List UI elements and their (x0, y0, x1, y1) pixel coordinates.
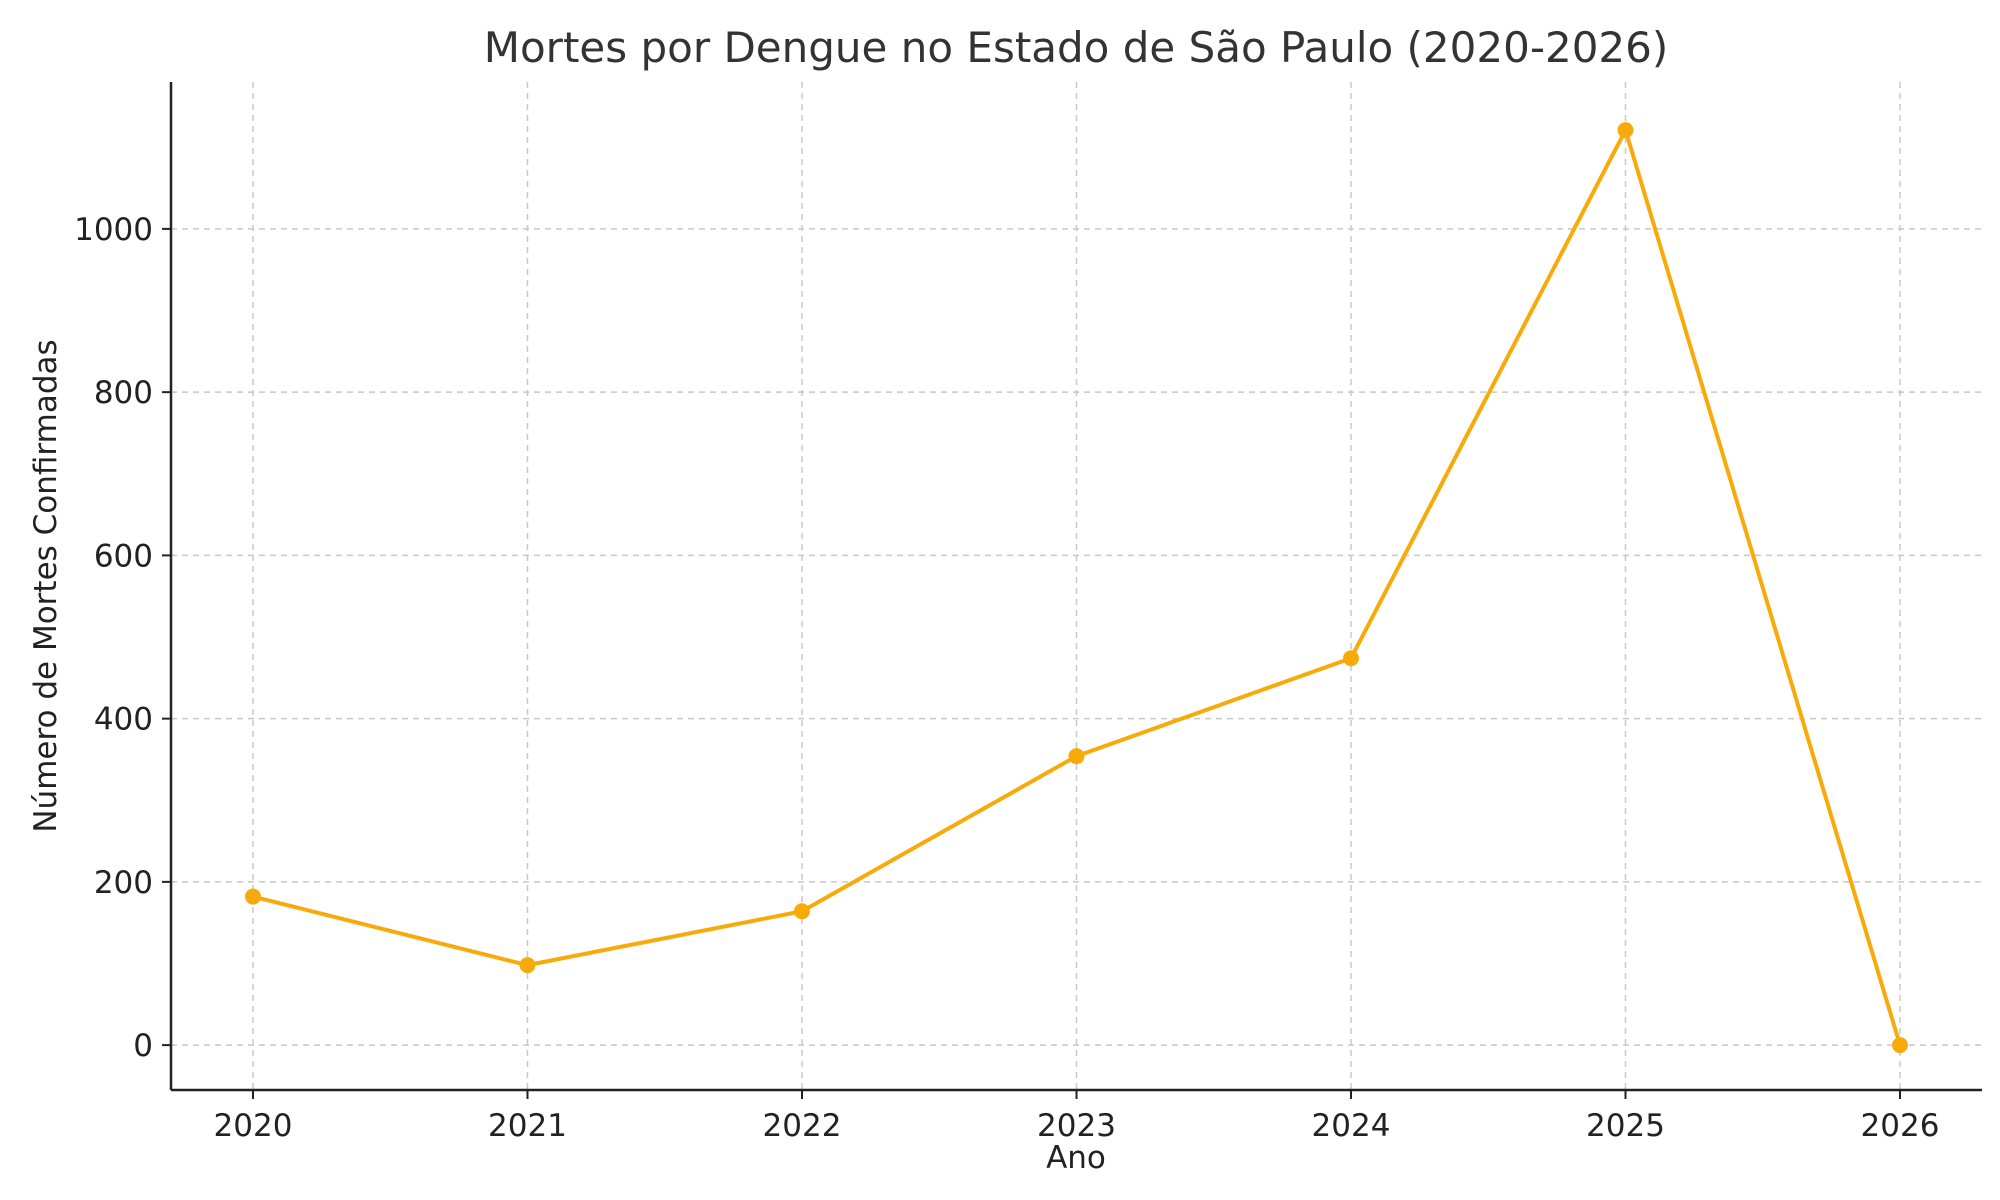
y-tick-label: 1000 (74, 212, 153, 248)
data-point (245, 888, 261, 905)
data-point (1068, 748, 1085, 765)
axes-spines (169, 82, 1982, 1092)
x-tick-label: 2022 (763, 1108, 842, 1144)
y-tick-label: 400 (94, 702, 153, 738)
y-tick-label: 0 (133, 1028, 153, 1064)
tick-layer: 2020 2021 2022 2023 2024 2025 2026 0 200 400 600 80… (74, 212, 1939, 1144)
y-tick-label: 800 (94, 375, 153, 411)
y-tick-label: 200 (94, 865, 153, 901)
x-tick-label: 2020 (214, 1108, 293, 1144)
x-tick-label: 2024 (1312, 1108, 1391, 1144)
x-axis-label: Ano (1046, 1140, 1106, 1176)
y-tick-label: 600 (94, 538, 153, 574)
x-tick-label: 2023 (1037, 1108, 1116, 1144)
chart-title: Mortes por Dengue no Estado de São Paulo… (484, 23, 1669, 72)
x-tick-label: 2026 (1861, 1108, 1940, 1144)
data-point (1343, 650, 1359, 667)
data-point (1617, 122, 1634, 139)
grid-layer (171, 82, 1982, 1090)
y-axis-label: Número de Mortes Confirmadas (28, 339, 64, 832)
series-layer (245, 122, 1908, 1054)
x-tick-label: 2025 (1586, 1108, 1665, 1144)
x-tick-label: 2021 (488, 1108, 567, 1144)
data-point (794, 903, 810, 920)
data-point (519, 957, 536, 974)
data-point (1892, 1037, 1908, 1054)
